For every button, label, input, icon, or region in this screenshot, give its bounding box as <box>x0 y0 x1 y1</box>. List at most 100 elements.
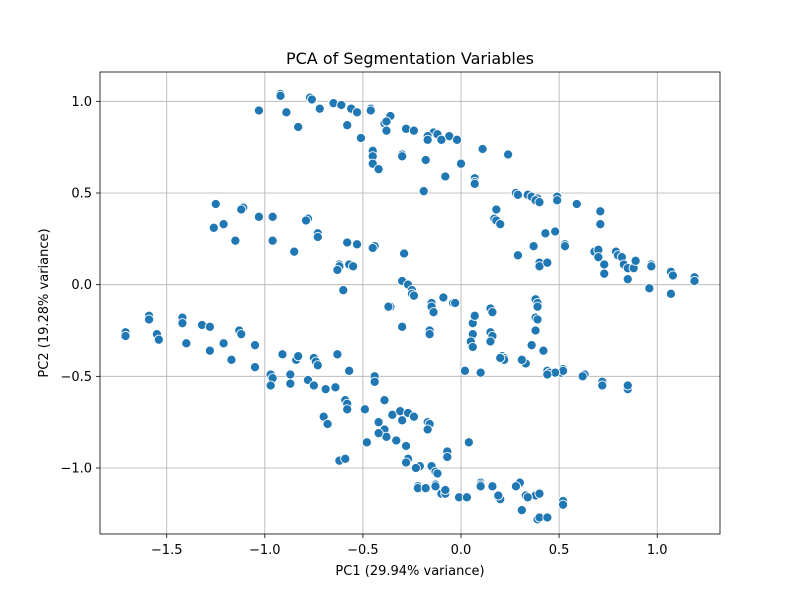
x-tick-label: −1.5 <box>151 543 183 558</box>
scatter-point <box>340 453 351 464</box>
scatter-point <box>277 349 288 360</box>
scatter-point <box>532 301 543 312</box>
scatter-point <box>540 228 551 239</box>
scatter-point <box>593 252 604 263</box>
scatter-point <box>630 255 641 266</box>
scatter-point <box>285 369 296 380</box>
scatter-point <box>475 481 486 492</box>
scatter-point <box>253 211 264 222</box>
scatter-point <box>495 219 506 230</box>
y-tick-label: 1.0 <box>71 95 92 110</box>
scatter-point <box>495 352 506 364</box>
scatter-point <box>440 171 451 182</box>
scatter-point <box>236 204 247 215</box>
scatter-point <box>526 340 537 351</box>
scatter-point <box>359 404 370 415</box>
scatter-point <box>542 257 553 268</box>
scatter-point <box>418 186 429 197</box>
scatter-point <box>285 378 296 389</box>
scatter-point <box>265 380 276 391</box>
scatter-point <box>532 314 543 325</box>
scatter-point <box>355 132 366 144</box>
scatter-point <box>559 241 571 252</box>
data-points <box>120 88 700 525</box>
scatter-point <box>249 362 261 373</box>
y-axis-label: PC2 (19.28% variance) <box>37 228 52 377</box>
scatter-point <box>397 151 408 162</box>
scatter-point <box>181 338 192 349</box>
scatter-point <box>230 235 241 246</box>
scatter-point <box>440 484 451 496</box>
scatter-point <box>275 90 286 101</box>
scatter-point <box>428 307 439 318</box>
scatter-point <box>542 512 553 523</box>
y-tick-label: 0.0 <box>71 278 92 293</box>
scatter-point <box>365 105 376 116</box>
x-axis-label: PC1 (29.94% variance) <box>335 564 484 579</box>
scatter-point <box>120 330 131 342</box>
scatter-point <box>522 492 533 503</box>
scatter-point <box>552 195 563 206</box>
scatter-point <box>422 424 433 435</box>
scatter-point <box>530 325 541 336</box>
scatter-point <box>308 380 319 391</box>
scatter-point <box>512 189 523 200</box>
scatter-point <box>312 360 323 371</box>
scatter-point <box>204 345 215 356</box>
x-tick-label: 0.5 <box>549 543 570 558</box>
x-tick-label: 1.0 <box>647 543 668 558</box>
scatter-point <box>397 415 408 426</box>
scatter-point <box>599 268 610 279</box>
scatter-point <box>401 457 412 468</box>
scatter-point <box>338 285 349 296</box>
scatter-point <box>577 371 588 382</box>
scatter-point <box>320 384 331 395</box>
scatter-point <box>293 351 304 362</box>
scatter-point <box>399 248 410 259</box>
scatter-point <box>542 369 553 380</box>
scatter-point <box>336 99 347 111</box>
scatter-point <box>281 107 292 118</box>
scatter-point <box>430 481 441 492</box>
scatter-point <box>218 338 229 349</box>
scatter-point <box>491 204 502 215</box>
scatter-point <box>550 226 561 237</box>
x-tick-label: −1.0 <box>249 543 281 558</box>
scatter-point <box>373 164 384 175</box>
chart-title: PCA of Segmentation Variables <box>286 49 534 68</box>
scatter-point <box>379 395 390 406</box>
scatter-point <box>622 274 633 285</box>
scatter-point <box>487 481 498 492</box>
scatter-point <box>487 307 498 318</box>
scatter-point <box>351 107 363 118</box>
scatter-point <box>665 288 676 299</box>
scatter-point <box>383 301 394 312</box>
scatter-point <box>218 219 229 230</box>
scatter-point <box>432 468 443 479</box>
scatter-point <box>557 499 569 510</box>
scatter-point <box>401 440 412 452</box>
scatter-point <box>249 340 261 351</box>
scatter-point <box>644 283 655 294</box>
scatter-point <box>330 382 341 393</box>
scatter-point <box>342 237 353 248</box>
scatter-point <box>236 329 247 340</box>
scatter-point <box>534 488 545 499</box>
scatter-point <box>452 134 463 145</box>
scatter-point <box>599 259 610 270</box>
y-tick-label: 0.5 <box>71 187 92 202</box>
scatter-point <box>516 505 527 516</box>
scatter-point <box>306 94 317 105</box>
scatter-point <box>361 437 372 448</box>
scatter-point <box>463 437 474 448</box>
scatter-point <box>512 250 523 261</box>
scatter-point <box>595 206 606 217</box>
scatter-point <box>538 345 549 356</box>
scatter-point <box>267 211 278 222</box>
scatter-point <box>253 105 264 116</box>
scatter-point <box>332 264 343 276</box>
scatter-point <box>420 154 431 166</box>
scatter-point <box>424 329 435 340</box>
scatter-point <box>342 404 353 415</box>
